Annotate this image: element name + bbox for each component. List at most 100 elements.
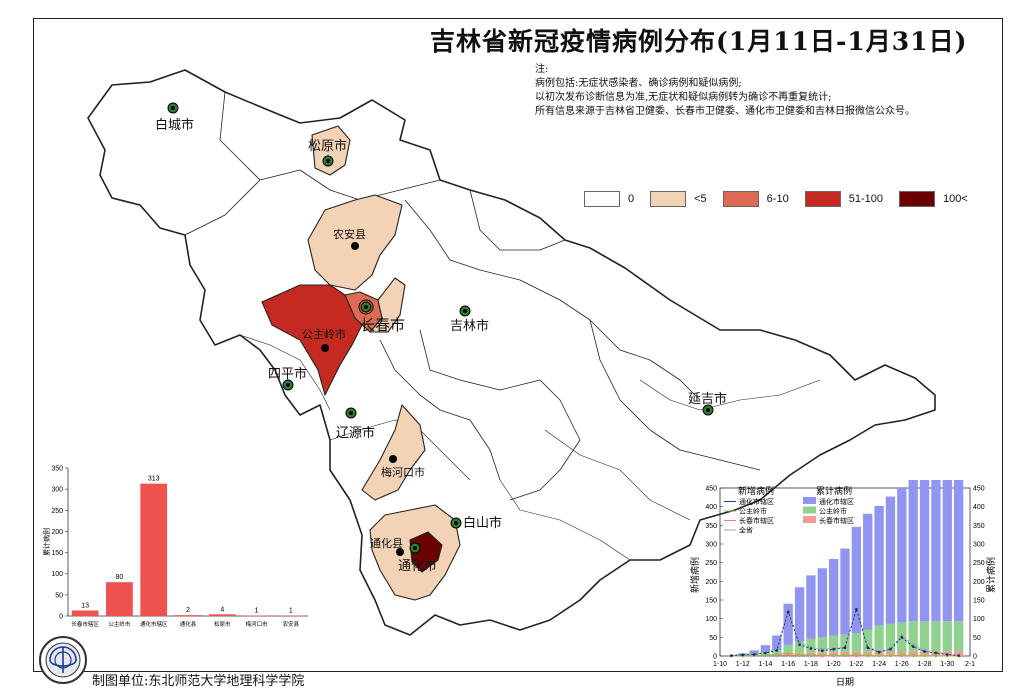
cum-bar-gongzhuling (863, 629, 873, 652)
chart-x-tick-label: 2-1 (965, 661, 975, 668)
cum-bar-changchun (840, 651, 850, 656)
cum-bar-gongzhuling (885, 623, 896, 652)
region-gongzhuling (261, 284, 363, 396)
new-point-tonghua (843, 646, 847, 650)
bar (106, 582, 133, 616)
legend-label: 6-10 (766, 193, 789, 205)
label-nongan: 农安县 (333, 227, 366, 241)
marker-changchun (358, 299, 374, 315)
new-point-gongzhuling (820, 653, 824, 657)
bar-y-tick-label: 200 (51, 529, 63, 536)
new-point-gongzhuling (775, 653, 779, 656)
new-point-tonghua (900, 636, 904, 639)
chart-x-tick-label: 1-20 (827, 661, 841, 668)
bar-category-label: 通化县 (180, 620, 197, 628)
map-notes: 注: 病例包括:无症状感染者、确诊病例和疑似病例; 以初次发布诊断信息为准,无症… (535, 63, 915, 119)
legend-cum-swatch (803, 506, 816, 514)
legend-new-label: 公主岭市 (739, 507, 767, 516)
cum-bar-tonghua (851, 526, 862, 634)
marker-baishan (450, 517, 462, 529)
chart-ylabel-right: 累计病例 (985, 557, 996, 593)
cum-bar-tonghua (863, 513, 873, 630)
legend-cum-swatch (803, 497, 816, 504)
legend-swatch (804, 191, 841, 207)
legend-new-title: 新增病例 (738, 485, 774, 496)
new-point-tonghua (877, 650, 881, 654)
cum-bar-gongzhuling (931, 621, 941, 652)
legend-cum-swatch (803, 516, 816, 523)
marker-liaoyuan (345, 407, 357, 419)
new-point-gongzhuling (832, 653, 835, 657)
cum-bar-tonghua (783, 603, 793, 645)
chart-x-tick-label: 1-28 (918, 661, 932, 668)
bar-category-label: 松原市 (214, 620, 231, 628)
bar-y-tick-label: 0 (59, 614, 63, 621)
legend-new-label: 长春市辖区 (739, 516, 774, 525)
region-meihekou (361, 404, 426, 501)
chart-y-tick-label-right: 250 (973, 560, 985, 567)
new-point-gongzhuling (764, 653, 767, 657)
chart-y-tick-label-left: 400 (705, 504, 717, 511)
bar-value-label: 80 (116, 574, 124, 581)
cum-bar-tonghua (897, 488, 907, 623)
bar-value-label: 13 (81, 603, 89, 610)
new-point-gongzhuling (798, 653, 801, 657)
bar-category-label: 公主岭市 (108, 620, 131, 628)
bar (71, 610, 99, 616)
legend-label: 100< (942, 193, 968, 205)
new-point-tonghua (855, 608, 858, 611)
label-yanji: 延吉市 (688, 391, 727, 407)
bar-value-label: 4 (220, 606, 224, 613)
note-line: 注: (535, 64, 549, 75)
city-markers (167, 102, 714, 556)
bar-category-label: 农安县 (283, 620, 300, 628)
chart-y-tick-label-left: 250 (705, 560, 717, 567)
note-line: 病例包括:无症状感染者、确诊病例和疑似病例; (535, 78, 742, 89)
new-point-province (900, 634, 904, 637)
chart-y-tick-label-right: 50 (973, 635, 981, 642)
chart-x-tick-label: 1-16 (781, 661, 795, 668)
chart-y-tick-label-left: 300 (705, 542, 717, 549)
new-point-province (798, 641, 801, 645)
cum-bar-tonghua (885, 496, 896, 624)
chart-x-tick-label: 1-24 (872, 661, 886, 668)
chart-y-tick-label-right: 450 (973, 486, 985, 493)
label-baishan: 白山市 (463, 515, 502, 531)
map-credit: 制图单位:东北师范大学地理科学学院 (92, 674, 305, 689)
daily-cases-chart: 日期 新增病例 累计病例 0 0 50 50 100 100 150 150 200 200 250… (690, 480, 996, 687)
chart-x-tick-label: 1-30 (940, 661, 954, 668)
chart-y-tick-label-left: 200 (705, 579, 717, 586)
bar-ylabel: 累计病例 (42, 528, 51, 556)
chart-x-tick-label: 1-18 (804, 661, 818, 668)
marker-meihekou (389, 455, 397, 463)
cum-bar-gongzhuling (908, 621, 918, 652)
legend-cum-label: 公主岭市 (819, 507, 847, 516)
new-point-tonghua (775, 649, 779, 652)
map-title: 吉林省新冠疫情病例分布(1月11日-1月31日) (430, 27, 968, 56)
chart-y-tick-label-right: 400 (973, 504, 985, 511)
chart-y-tick-label-right: 200 (973, 579, 985, 586)
new-point-gongzhuling (855, 653, 858, 657)
new-point-gongzhuling (866, 653, 870, 657)
cum-bar-gongzhuling (840, 634, 850, 652)
chart-y-tick-label-right: 350 (973, 523, 985, 530)
new-point-tonghua (752, 653, 756, 656)
bar-y-tick-label: 300 (51, 487, 63, 494)
cum-bar-tonghua (749, 650, 759, 655)
legend-new-label: 全省 (739, 526, 753, 535)
chart-y-tick-label-left: 100 (705, 616, 717, 623)
label-tonghua: 通化市 (398, 558, 437, 574)
chart-y-tick-label-right: 150 (973, 598, 985, 605)
chart-y-tick-label-right: 0 (973, 654, 977, 661)
legend-label: 51-100 (848, 193, 883, 205)
cum-bar-tonghua (828, 558, 839, 636)
chart-x-tick-label: 1-12 (736, 661, 750, 668)
chart-x-tick-label: 1-10 (713, 661, 727, 668)
new-point-tonghua (820, 649, 824, 653)
label-jilin: 吉林市 (450, 318, 489, 334)
legend-swatch (584, 191, 620, 207)
new-point-tonghua (798, 643, 801, 647)
label-liaoyuan: 辽源市 (336, 425, 375, 441)
region-tonghua (409, 531, 443, 573)
label-tonghuaxian: 通化县 (370, 536, 403, 550)
